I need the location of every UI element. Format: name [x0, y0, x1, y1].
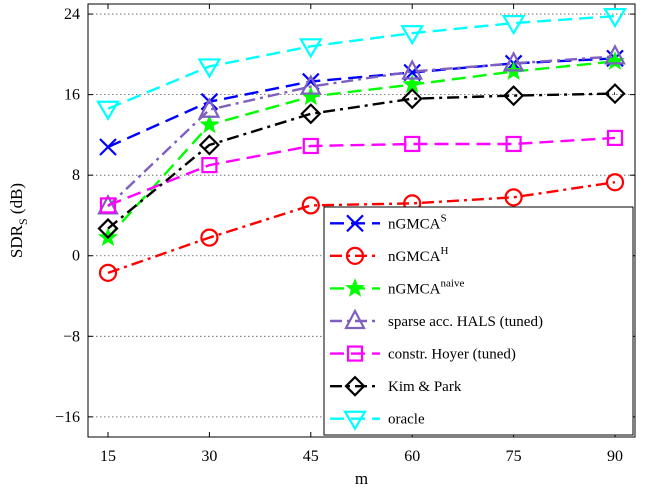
data-point: [198, 134, 220, 156]
data-point: [504, 188, 523, 207]
x-tick-label: 30: [201, 448, 217, 465]
data-point: [201, 157, 218, 174]
legend-label: oracle: [388, 412, 425, 428]
legend-item: Kim & Park: [330, 375, 462, 397]
data-point: [200, 228, 219, 247]
series-line: [107, 57, 616, 149]
legend-item: nGMCAS: [330, 212, 447, 232]
data-point: [503, 85, 525, 107]
data-point: [501, 15, 526, 36]
data-point: [505, 135, 522, 153]
data-point: [198, 97, 221, 118]
y-axis-label-main: SDR: [7, 224, 26, 258]
legend-label: nGMCAnaive: [388, 277, 464, 297]
data-point: [199, 114, 220, 134]
data-point: [606, 129, 624, 147]
data-point: [301, 196, 320, 215]
data-point: [302, 137, 319, 155]
data-point: [604, 83, 626, 105]
x-tick-label: 90: [607, 448, 623, 465]
series-4: [99, 129, 624, 214]
legend: nGMCAS nGMCAH nGMCAnaive sparse acc. HALS (…: [323, 206, 634, 436]
data-point: [98, 263, 118, 282]
series-3: [97, 44, 626, 215]
series-line: [107, 55, 616, 208]
y-tick-label: 0: [72, 248, 80, 265]
data-point: [404, 135, 421, 153]
data-point: [97, 218, 119, 240]
data-point: [401, 88, 423, 110]
x-tick-label: 45: [303, 448, 319, 465]
legend-marker: [345, 246, 365, 265]
legend-marker: [343, 410, 367, 431]
series-6: [96, 7, 627, 121]
plot-frame: [87, 3, 636, 438]
data-point: [502, 51, 525, 72]
legend-label: sparse acc. HALS (tuned): [388, 314, 543, 330]
y-axis-label: SDRS (dB): [7, 183, 30, 258]
data-point: [401, 59, 424, 80]
data-point: [197, 58, 222, 79]
y-tick-label: −16: [55, 409, 80, 426]
data-point: [300, 103, 322, 125]
data-point: [298, 38, 323, 59]
legend-marker: [344, 375, 366, 397]
data-point: [99, 138, 117, 156]
legend-item: sparse acc. HALS (tuned): [330, 308, 543, 330]
y-tick-label: 16: [64, 87, 80, 104]
series-line: [107, 136, 616, 207]
x-axis-label: m: [355, 469, 368, 487]
series-5: [97, 83, 626, 240]
svg-text:SDRS (dB): SDRS (dB): [7, 183, 30, 258]
data-point: [605, 50, 625, 70]
x-tick-label: 15: [100, 448, 116, 465]
series-0: [99, 49, 624, 156]
legend-label: Kim & Park: [388, 379, 462, 395]
legend-marker: [344, 308, 366, 330]
legend-item: constr. Hoyer (tuned): [330, 345, 516, 363]
series-layer: [96, 7, 627, 282]
series-line: [107, 60, 616, 239]
data-point: [603, 7, 627, 29]
x-tick-label: 60: [404, 448, 420, 465]
legend-label: nGMCAH: [388, 245, 449, 265]
data-point: [400, 25, 425, 46]
series-line: [107, 181, 616, 275]
y-axis-label-unit: (dB): [7, 183, 26, 214]
legend-marker: [345, 278, 365, 297]
legend-label: constr. Hoyer (tuned): [388, 347, 516, 363]
legend-box: [323, 206, 634, 436]
legend-marker: [346, 345, 364, 362]
series-line: [107, 92, 616, 230]
legend-marker: [346, 214, 364, 233]
data-point: [299, 74, 322, 95]
series-1: [98, 173, 625, 282]
y-axis-label-subscript: S: [16, 218, 30, 225]
y-tick-label: 24: [64, 6, 80, 23]
y-tick-label: −8: [63, 328, 80, 345]
axis-ticks: 24 16 8 0 −8 −16 15 30 45 60 75 90: [55, 4, 635, 465]
data-point: [604, 44, 626, 65]
series-line: [107, 14, 616, 110]
legend-item: nGMCAH: [330, 245, 449, 265]
data-point: [96, 100, 120, 121]
legend-label: nGMCAS: [388, 212, 447, 232]
data-point: [605, 173, 625, 192]
legend-item: oracle: [330, 410, 425, 431]
legend-item: nGMCAnaive: [330, 277, 464, 297]
x-tick-label: 75: [506, 448, 522, 465]
data-point: [99, 197, 117, 214]
y-tick-label: 8: [72, 167, 80, 184]
